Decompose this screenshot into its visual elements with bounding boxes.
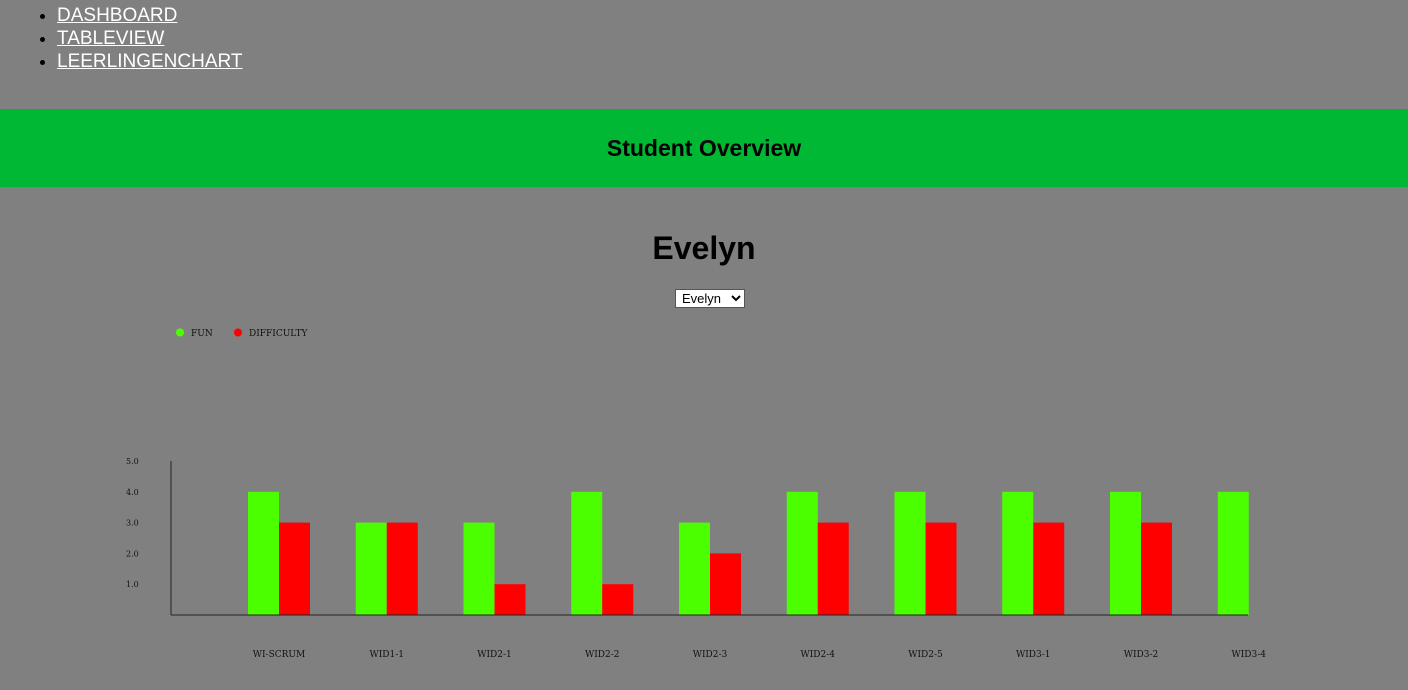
bar-fun-wid3-1 (1002, 491, 1034, 615)
bar-difficulty-wid2-2 (602, 584, 634, 615)
x-tick-label: WID2-5 (908, 650, 943, 660)
legend-label-difficulty: DIFFICULTY (249, 329, 309, 339)
bar-difficulty-wi-scrum (279, 522, 310, 615)
bar-fun-wid2-3 (679, 522, 710, 615)
bar-fun-wid2-1 (463, 522, 495, 615)
bar-difficulty-wid2-3 (710, 553, 741, 615)
y-tick-label: 2.0 (126, 549, 139, 558)
x-tick-label: WID3-4 (1231, 650, 1266, 660)
bar-fun-wid2-5 (894, 491, 926, 615)
header-banner: Student Overview (0, 109, 1408, 187)
nav-link-leerlingenchart[interactable]: LEERLINGENCHART (57, 51, 243, 72)
y-axis-ticks: 1.0 2.0 3.0 4.0 5.0 (126, 457, 139, 589)
bar-difficulty-wid3-2 (1141, 522, 1172, 615)
bar-fun-wid1-1 (355, 522, 387, 615)
x-tick-label: WI-SCRUM (253, 650, 305, 660)
nav-link-dashboard[interactable]: DASHBOARD (57, 5, 178, 26)
y-tick-label: 1.0 (126, 580, 139, 589)
x-axis-labels: WI-SCRUM WID1-1 WID2-1 WID2-2 WID2-3 WID2-4 WI… (253, 650, 1267, 660)
bar-fun-wi-scrum (248, 491, 279, 615)
legend-label-fun: FUN (191, 329, 213, 339)
bar-fun-wid3-4 (1217, 491, 1249, 615)
x-tick-label: WID2-3 (693, 650, 728, 660)
page-title: Student Overview (606, 134, 802, 161)
x-tick-label: WID2-4 (800, 650, 835, 660)
bar-difficulty-wid3-1 (1033, 522, 1065, 615)
x-tick-label: WID3-1 (1016, 650, 1051, 660)
y-tick-label: 3.0 (126, 519, 139, 528)
bar-difficulty-wid2-4 (817, 522, 849, 615)
main-nav: DASHBOARD TABLEVIEW LEERLINGENCHART (0, 4, 242, 73)
student-select[interactable]: Evelyn (675, 289, 745, 308)
x-tick-label: WID1-1 (369, 650, 404, 660)
bar-difficulty-wid2-5 (925, 522, 957, 615)
x-tick-label: WID2-2 (585, 650, 620, 660)
legend-marker-fun (176, 328, 184, 337)
bar-difficulty-wid1-1 (386, 522, 418, 615)
x-tick-label: WID2-1 (477, 650, 512, 660)
y-tick-label: 5.0 (126, 457, 139, 466)
bar-fun-wid2-4 (786, 491, 818, 615)
legend-marker-difficulty (234, 328, 242, 337)
student-name-heading: Evelyn (652, 230, 756, 266)
x-tick-label: WID3-2 (1124, 650, 1159, 660)
y-tick-label: 4.0 (126, 488, 139, 497)
nav-item-dashboard: DASHBOARD (57, 4, 242, 27)
nav-link-tableview[interactable]: TABLEVIEW (57, 28, 165, 49)
chart-bars (248, 491, 1249, 615)
nav-item-leerlingenchart: LEERLINGENCHART (57, 50, 242, 73)
bar-difficulty-wid2-1 (494, 584, 526, 615)
chart-legend: FUN DIFFICULTY (176, 328, 309, 339)
bar-fun-wid3-2 (1110, 491, 1141, 615)
bar-fun-wid2-2 (571, 491, 603, 615)
nav-item-tableview: TABLEVIEW (57, 27, 242, 50)
